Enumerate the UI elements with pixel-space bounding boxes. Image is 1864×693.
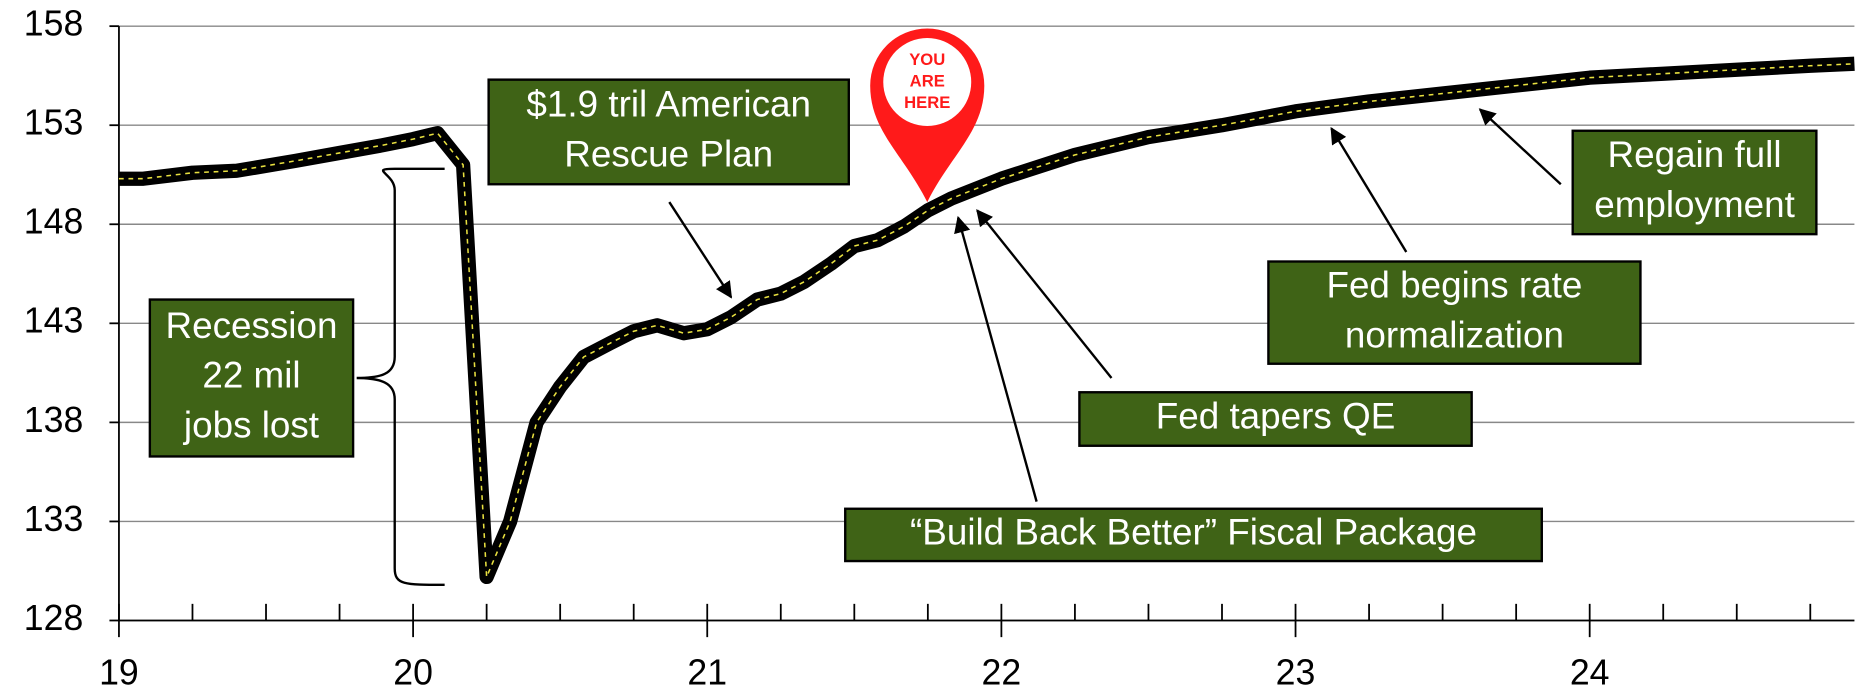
arrow [1478, 108, 1562, 186]
annotation-box [487, 78, 850, 186]
x-tick-label: 21 [687, 653, 727, 693]
annotation-box [1078, 391, 1473, 447]
annotation-text: jobs lost [183, 405, 319, 446]
pin-center [883, 38, 972, 126]
arrow [954, 215, 1038, 502]
x-tick-label: 23 [1276, 653, 1316, 693]
pin-text: ARE [910, 71, 945, 90]
y-tick-label: 153 [24, 103, 84, 143]
y-tick-label: 133 [24, 499, 84, 539]
pin-text: HERE [904, 93, 950, 112]
arrow [976, 209, 1113, 379]
y-tick-label: 143 [24, 301, 84, 341]
y-tick-label: 138 [24, 400, 84, 440]
y-tick-label: 158 [24, 4, 84, 44]
x-tick-label: 24 [1570, 653, 1610, 693]
annotation-text: “Build Back Better” Fiscal Package [910, 512, 1477, 553]
pin-text: YOU [909, 50, 945, 69]
annotation-box [148, 298, 355, 458]
annotation-box [1267, 260, 1642, 365]
annotation-text: Fed begins rate [1326, 264, 1582, 305]
annotation-text: Fed tapers QE [1156, 396, 1396, 437]
annotation-text: 22 mil [202, 355, 300, 396]
brace [356, 167, 445, 587]
annotation-text: normalization [1345, 314, 1564, 355]
arrow [668, 201, 733, 299]
x-tick-label: 22 [982, 653, 1022, 693]
x-tick-label: 19 [99, 653, 139, 693]
annotation-text: Regain full [1608, 134, 1782, 175]
annotation-text: Recession [166, 305, 338, 346]
x-tick-label: 20 [393, 653, 433, 693]
annotation-box [844, 507, 1543, 563]
data-line-stripe [118, 63, 1855, 578]
y-tick-label: 148 [24, 202, 84, 242]
annotation-text: employment [1594, 184, 1795, 225]
arrow [1330, 126, 1408, 253]
annotation-text: Rescue Plan [564, 134, 773, 175]
y-tick-label: 128 [24, 598, 84, 638]
annotation-text: $1.9 tril American [526, 84, 811, 125]
annotation-box [1571, 129, 1818, 236]
